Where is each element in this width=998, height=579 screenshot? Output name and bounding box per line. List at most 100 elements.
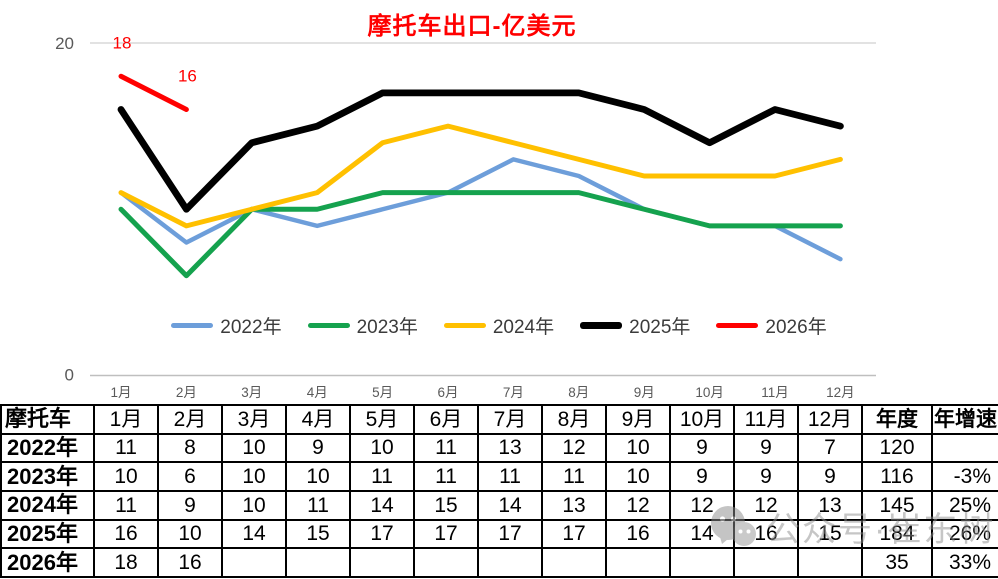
cell-2026年-2月: 16 xyxy=(157,547,223,578)
x-tick-8: 8月 xyxy=(568,385,589,400)
cell-2026年-8月 xyxy=(541,547,607,578)
monthly-data-table: 摩托车 1月 2月 3月 4月 5月 6月 7月 8月 9月 10月 11月 12月 年度 年增速 2022年… xyxy=(0,404,998,578)
cell-2025年-5月: 17 xyxy=(349,518,415,550)
legend-label: 2024年 xyxy=(492,317,555,338)
cell-2022年-5月: 10 xyxy=(349,432,415,464)
cell-2023年-9月: 10 xyxy=(605,461,671,492)
cell-2022年-3月: 10 xyxy=(221,432,287,464)
header-cell-1月: 1月 xyxy=(93,404,159,435)
cell-2023年-2月: 6 xyxy=(157,461,223,492)
table-row-2023年: 2023年 10 6 10 10 11 11 11 11 10 9 9 9 116 -3% xyxy=(0,461,998,492)
cell-2023年-10月: 9 xyxy=(669,461,735,492)
legend-item-2025年: 2025年 xyxy=(580,312,690,339)
y-tick-max: 20 xyxy=(55,34,74,53)
cell-2025年-2月: 10 xyxy=(157,518,223,550)
header-cell-9月: 9月 xyxy=(605,404,671,435)
series-line-2024年 xyxy=(118,123,843,229)
cell-2025年-7月: 17 xyxy=(477,518,543,550)
cell-2023年-1月: 10 xyxy=(93,461,159,492)
cell-2025年-4月: 15 xyxy=(285,518,351,550)
cell-2022年-1月: 11 xyxy=(93,432,159,464)
cell-2025年-11月: 16 xyxy=(733,518,799,550)
cell-2022年-2月: 8 xyxy=(157,432,223,464)
cell-2023年-年度: 116 xyxy=(861,461,933,492)
header-cell-5月: 5月 xyxy=(349,404,415,435)
header-cell-4月: 4月 xyxy=(285,404,351,435)
cell-2024年-9月: 12 xyxy=(605,489,671,521)
cell-2024年-年度: 145 xyxy=(861,489,933,521)
cell-2025年-6月: 17 xyxy=(413,518,479,550)
cell-2022年-8月: 12 xyxy=(541,432,607,464)
cell-2026年-1月: 18 xyxy=(93,547,159,578)
cell-2026年-4月 xyxy=(285,547,351,578)
cell-2026年-10月 xyxy=(669,547,735,578)
header-cell-年增速: 年增速 xyxy=(931,404,998,435)
legend-item-2022年: 2022年 xyxy=(171,312,282,339)
x-tick-3: 3月 xyxy=(241,385,262,400)
cell-2022年-6月: 11 xyxy=(413,432,479,464)
chart-legend: 2022年 2023年 2024年 2025年 2026年 xyxy=(0,312,998,339)
cell-2023年-7月: 11 xyxy=(477,461,543,492)
cell-2026年-3月 xyxy=(221,547,287,578)
cell-2025年-9月: 16 xyxy=(605,518,671,550)
cell-2022年-9月: 10 xyxy=(605,432,671,464)
cell-2025年-3月: 14 xyxy=(221,518,287,550)
cell-2025年-1月: 16 xyxy=(93,518,159,550)
y-tick-min: 0 xyxy=(65,366,74,385)
cell-2022年-4月: 9 xyxy=(285,432,351,464)
series-line-2026年 xyxy=(118,73,189,112)
cell-2023年-6月: 11 xyxy=(413,461,479,492)
header-cell-10月: 10月 xyxy=(669,404,735,435)
cell-2024年-11月: 12 xyxy=(733,489,799,521)
line-chart: 20 0 1月 2月 3月 4月 5月 6月 7月 8月 9月 10月 11月 12月 18 16 xyxy=(55,33,876,400)
legend-dash-icon xyxy=(443,323,486,328)
cell-2023年-5月: 11 xyxy=(349,461,415,492)
cell-2024年-7月: 14 xyxy=(477,489,543,521)
cell-2024年-3月: 10 xyxy=(221,489,287,521)
legend-dash-icon xyxy=(716,323,759,328)
cell-2025年-12月: 15 xyxy=(797,518,863,550)
cell-2022年-年度: 120 xyxy=(861,432,933,464)
x-tick-6: 6月 xyxy=(437,385,458,400)
legend-dash-icon xyxy=(171,323,214,328)
cell-2022年-12月: 7 xyxy=(797,432,863,464)
header-cell-6月: 6月 xyxy=(413,404,479,435)
x-tick-5: 5月 xyxy=(372,385,393,400)
cell-2026年-9月 xyxy=(605,547,671,578)
cell-2023年-4月: 10 xyxy=(285,461,351,492)
x-tick-7: 7月 xyxy=(503,385,524,400)
cell-2025年-8月: 17 xyxy=(541,518,607,550)
cell-2023年-年增速: -3% xyxy=(931,461,998,492)
legend-label: 2023年 xyxy=(356,317,418,338)
legend-label: 2022年 xyxy=(220,317,282,338)
row-label-2026年: 2026年 xyxy=(0,547,95,578)
cell-2026年-6月 xyxy=(413,547,479,578)
table-row-2025年: 2025年 16 10 14 15 17 17 17 17 16 14 16 15 184 26% xyxy=(0,518,998,550)
cell-2025年-10月: 14 xyxy=(669,518,735,550)
legend-item-2023年: 2023年 xyxy=(307,312,418,339)
header-cell-11月: 11月 xyxy=(733,404,799,435)
x-tick-9: 9月 xyxy=(634,385,655,400)
row-label-2024年: 2024年 xyxy=(0,489,95,521)
cell-2024年-10月: 12 xyxy=(669,489,735,521)
legend-item-2026年: 2026年 xyxy=(716,312,827,339)
cell-2026年-11月 xyxy=(733,547,799,578)
legend-item-2024年: 2024年 xyxy=(443,312,555,339)
header-cell-摩托车: 摩托车 xyxy=(0,404,95,435)
cell-2026年-5月 xyxy=(349,547,415,578)
table-header-row: 摩托车 1月 2月 3月 4月 5月 6月 7月 8月 9月 10月 11月 12月 年度 年增速 xyxy=(0,404,998,435)
header-cell-8月: 8月 xyxy=(541,404,607,435)
series-line-2025年 xyxy=(117,89,844,213)
cell-2024年-6月: 15 xyxy=(413,489,479,521)
header-cell-2月: 2月 xyxy=(157,404,223,435)
x-tick-12: 12月 xyxy=(826,385,855,400)
cell-2022年-10月: 9 xyxy=(669,432,735,464)
data-label-2026年-2: 16 xyxy=(178,67,197,86)
cell-2023年-11月: 9 xyxy=(733,461,799,492)
header-cell-3月: 3月 xyxy=(221,404,287,435)
header-cell-7月: 7月 xyxy=(477,404,543,435)
header-cell-年度: 年度 xyxy=(861,404,933,435)
cell-2022年-11月: 9 xyxy=(733,432,799,464)
cell-2024年-年增速: 25% xyxy=(931,489,998,521)
cell-2026年-7月 xyxy=(477,547,543,578)
